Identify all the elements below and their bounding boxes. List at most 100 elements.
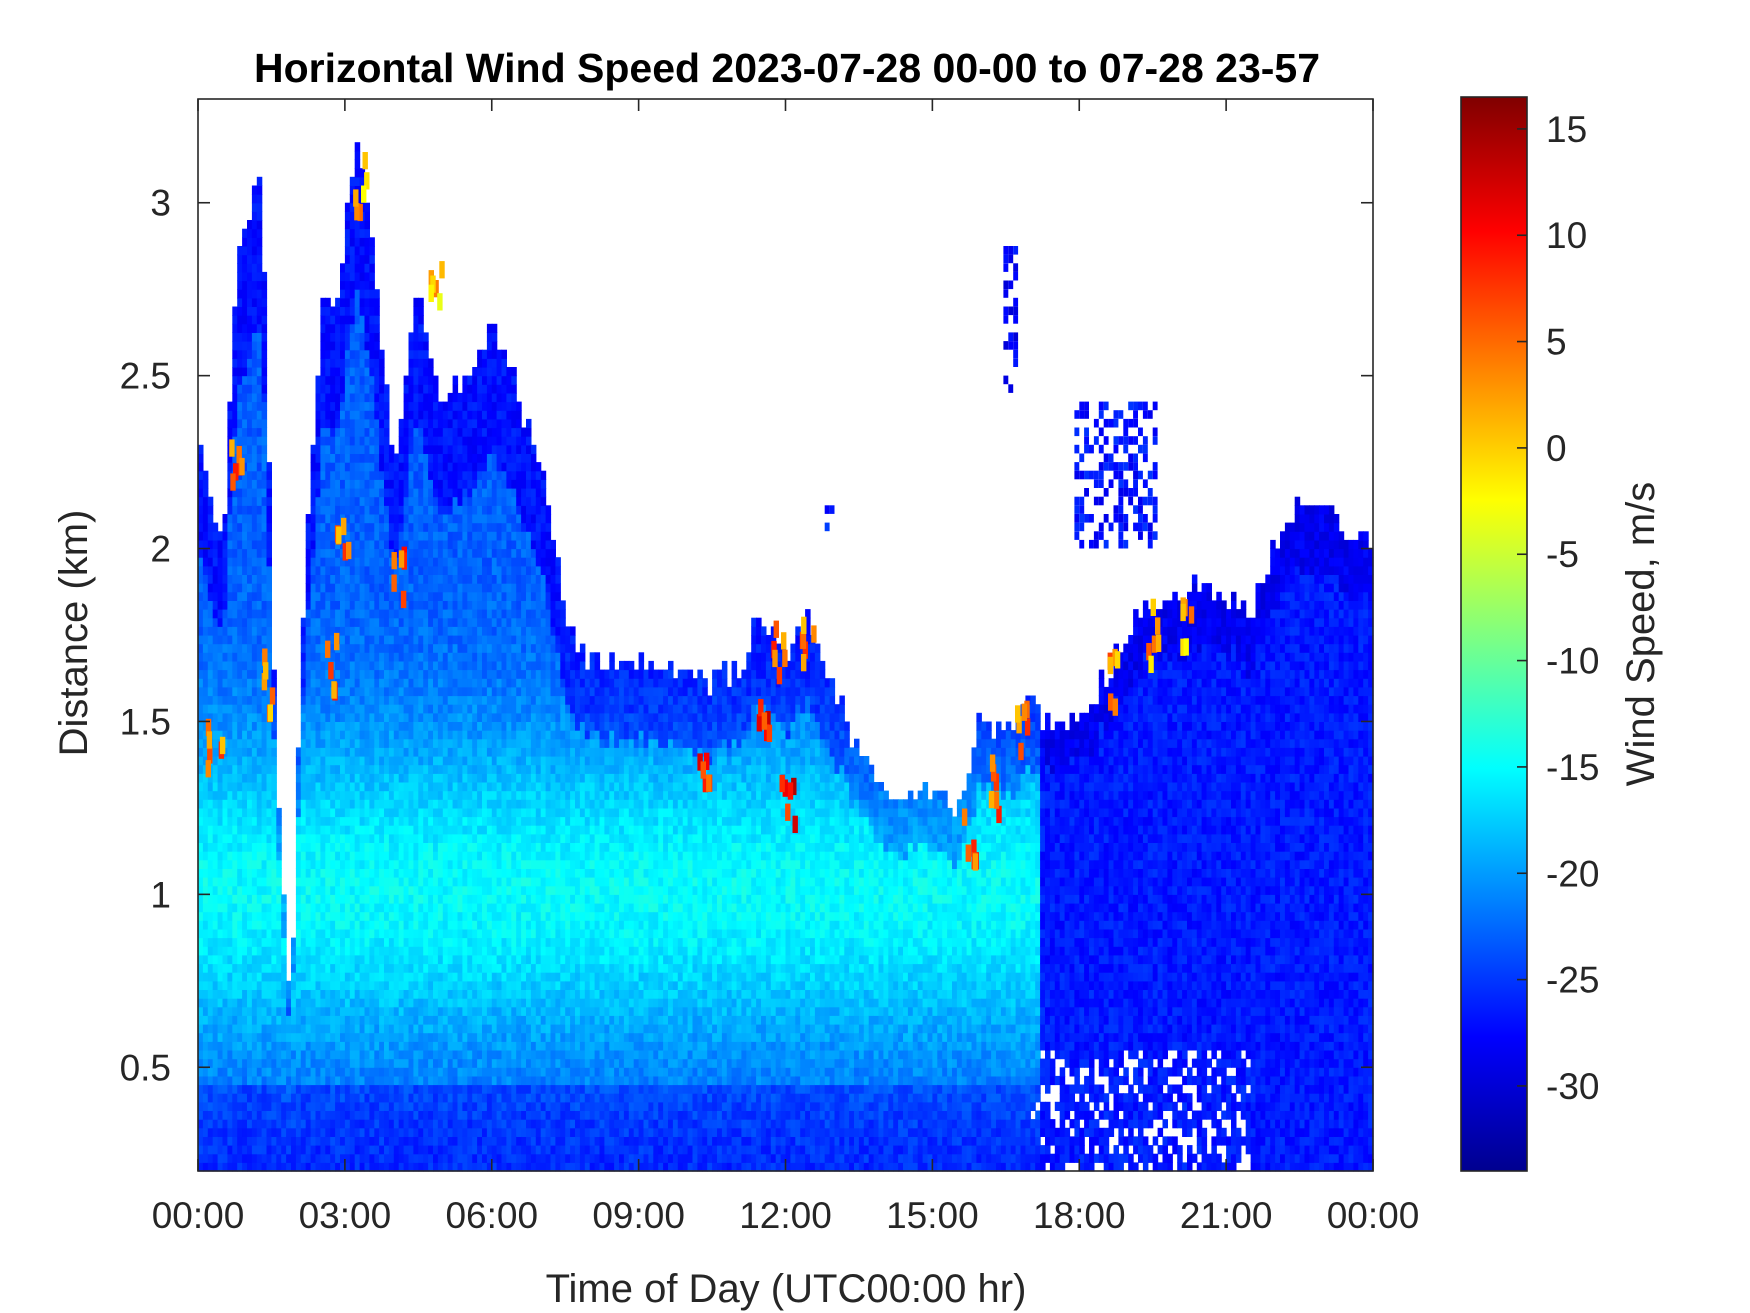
heatmap-cell (433, 747, 439, 757)
heatmap-cell (271, 928, 277, 939)
heatmap-cell (325, 1145, 331, 1155)
heatmap-cell (217, 894, 224, 904)
heatmap-cell (364, 488, 370, 498)
heatmap-cell (344, 202, 351, 212)
heatmap-cell (261, 1024, 268, 1034)
heatmap-cell (281, 989, 287, 999)
heatmap-cell (232, 998, 238, 1008)
heatmap-cell (447, 764, 454, 774)
heatmap-cell (349, 583, 356, 593)
heatmap-cell (305, 807, 312, 818)
heatmap-cell (403, 600, 410, 610)
heatmap-cell (413, 712, 419, 722)
heatmap-cell (428, 436, 434, 446)
heatmap-cell (242, 375, 248, 385)
heatmap-cell (242, 678, 248, 688)
heatmap-cell (305, 859, 312, 869)
heatmap-cell (364, 773, 370, 783)
heatmap-cell (340, 574, 346, 584)
heatmap-cell (242, 721, 248, 731)
heatmap-cell (247, 980, 253, 990)
heatmap-cell (340, 462, 346, 472)
heatmap-cell (374, 297, 380, 307)
heatmap-cell (217, 946, 224, 956)
heatmap-cell (242, 1075, 248, 1086)
heatmap-cell (271, 1136, 277, 1146)
heatmap-cell (398, 859, 405, 869)
heatmap-cell (207, 514, 214, 524)
heatmap-cell (462, 1015, 468, 1025)
heatmap-cell (222, 1153, 228, 1163)
heatmap-cell (295, 816, 302, 826)
heatmap-cell (418, 496, 424, 506)
heatmap-cell (379, 410, 385, 420)
heatmap-cell (276, 842, 282, 852)
heatmap-cell (315, 1050, 321, 1060)
heatmap-cell (325, 341, 331, 351)
heatmap-cell (291, 937, 297, 947)
heatmap-cell (315, 946, 321, 956)
heatmap-cell (462, 859, 468, 869)
heatmap-cell (276, 1110, 282, 1120)
heatmap-cell (349, 176, 356, 186)
heatmap-cell (247, 643, 253, 653)
heatmap-cell (340, 816, 346, 826)
heatmap-cell (462, 669, 468, 679)
heatmap-cell (379, 833, 385, 843)
heatmap-cell (256, 730, 263, 740)
heatmap-cell (403, 1041, 410, 1051)
heatmap-cell (413, 635, 419, 645)
heatmap-cell (442, 1015, 449, 1025)
heatmap-cell (467, 894, 473, 904)
heatmap-cell (364, 643, 370, 653)
heatmap-cell (261, 1093, 268, 1103)
heatmap-cell (344, 367, 351, 377)
heatmap-cell (344, 315, 351, 325)
heatmap-cell (295, 833, 302, 843)
heatmap-cell (266, 756, 272, 766)
heatmap-cell (222, 565, 228, 575)
heatmap-cell (261, 609, 268, 619)
heatmap-cell (237, 686, 243, 697)
heatmap-cell (398, 488, 405, 498)
heatmap-cell (227, 825, 233, 835)
heatmap-cell (237, 635, 243, 645)
heatmap-cell (349, 747, 356, 757)
heatmap-cell (447, 903, 454, 913)
heatmap-cell (354, 496, 361, 506)
heatmap-cell (340, 1041, 346, 1051)
heatmap-cell (251, 392, 258, 403)
heatmap-cell (237, 1032, 243, 1042)
heatmap-cell (315, 998, 321, 1008)
heatmap-cell (457, 591, 463, 601)
heatmap-cell (247, 998, 253, 1008)
heatmap-cell (305, 920, 312, 930)
heatmap-cell (247, 505, 253, 515)
heatmap-cell (295, 946, 302, 956)
heatmap-cell (384, 384, 390, 394)
heatmap-cell (462, 1153, 468, 1163)
heatmap-cell (305, 928, 312, 939)
heatmap-cell (271, 1075, 277, 1086)
heatmap-cell (242, 505, 248, 515)
heatmap-cell (369, 254, 375, 264)
heatmap-cell (413, 1050, 419, 1060)
heatmap-cell (403, 591, 410, 601)
heatmap-cell (310, 859, 317, 869)
heatmap-cell (212, 583, 219, 593)
heatmap-cell (305, 712, 312, 722)
heatmap-cell (398, 1136, 405, 1146)
heatmap-cell (413, 686, 419, 697)
heatmap-cell (300, 764, 307, 774)
heatmap-cell (315, 954, 321, 965)
heatmap-cell (462, 980, 468, 990)
heatmap-cell (217, 937, 224, 947)
heatmap-cell (222, 773, 228, 783)
heatmap-cell (198, 1006, 204, 1016)
heatmap-cell (207, 1162, 214, 1172)
heatmap-cell (379, 1127, 385, 1137)
heatmap-cell (418, 514, 424, 524)
heatmap-cell (433, 825, 439, 835)
heatmap-cell (251, 444, 258, 454)
heatmap-cell (237, 911, 243, 921)
